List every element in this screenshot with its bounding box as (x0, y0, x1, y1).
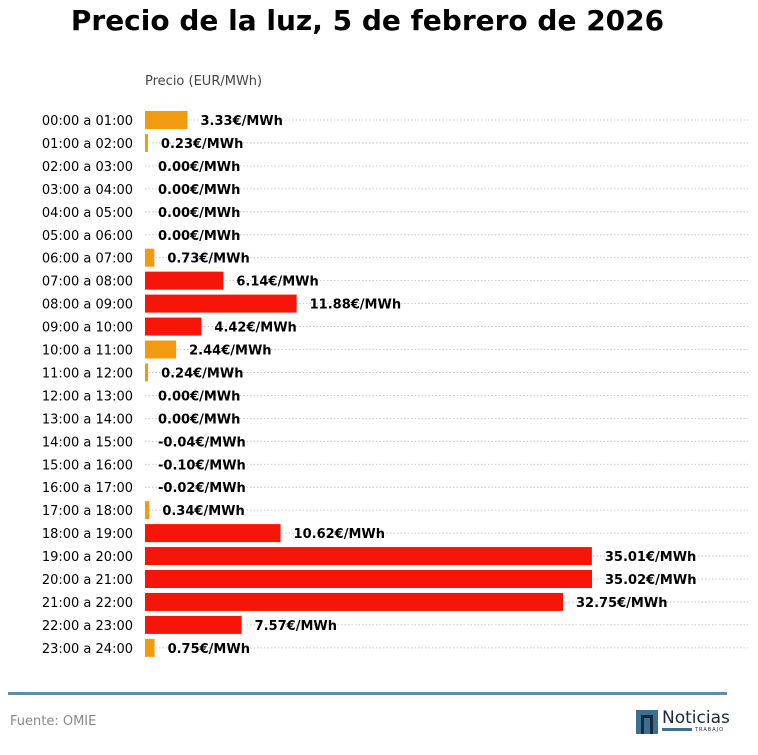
category-label: 07:00 a 08:00 (42, 275, 133, 290)
category-label: 10:00 a 11:00 (42, 344, 133, 359)
bar (145, 570, 592, 588)
category-label: 08:00 a 09:00 (42, 298, 133, 313)
category-label: 02:00 a 03:00 (42, 160, 133, 175)
bar (145, 317, 202, 336)
bar (145, 271, 224, 290)
value-label: -0.02€/MWh (158, 481, 246, 496)
value-label: 0.75€/MWh (168, 642, 250, 657)
category-label: 05:00 a 06:00 (42, 229, 133, 244)
value-label: 3.33€/MWh (201, 114, 283, 129)
category-label: 17:00 a 18:00 (42, 504, 133, 519)
category-label: 18:00 a 19:00 (42, 527, 133, 542)
logo-underline (662, 728, 692, 731)
category-label: 23:00 a 24:00 (42, 642, 133, 657)
value-label: 7.57€/MWh (255, 619, 337, 634)
value-label: 0.73€/MWh (167, 252, 249, 267)
axis-unit-label: Precio (EUR/MWh) (145, 74, 263, 89)
category-label: 04:00 a 05:00 (42, 206, 133, 221)
bar-chart: 00:00 a 01:00 3.33€/MWh 01:00 a 02:00 0.23€… (42, 111, 748, 657)
value-label: 0.00€/MWh (158, 389, 240, 404)
value-label: 0.23€/MWh (161, 137, 243, 152)
logo-subtext: TRABAJO (695, 727, 725, 733)
bar (145, 248, 155, 267)
category-label: 21:00 a 22:00 (42, 596, 133, 611)
category-label: 09:00 a 10:00 (42, 321, 133, 336)
value-label: 32.75€/MWh (576, 596, 667, 611)
bar (145, 340, 177, 359)
bar (145, 133, 148, 152)
source-note: Fuente: OMIE (10, 714, 97, 729)
category-label: 00:00 a 01:00 (42, 114, 133, 129)
value-label: 2.44€/MWh (189, 344, 271, 359)
category-label: 13:00 a 14:00 (42, 412, 133, 427)
chart-title: Precio de la luz, 5 de febrero de 2026 (70, 4, 665, 37)
bar (145, 111, 188, 129)
category-label: 16:00 a 17:00 (42, 481, 133, 496)
footer-divider (8, 692, 727, 695)
value-label: 0.00€/MWh (158, 183, 240, 198)
bar (145, 294, 297, 313)
value-label: 10.62€/MWh (294, 527, 385, 542)
value-label: -0.10€/MWh (158, 458, 246, 473)
value-label: 0.34€/MWh (162, 504, 244, 519)
value-label: 0.00€/MWh (158, 229, 240, 244)
category-label: 01:00 a 02:00 (42, 137, 133, 152)
value-label: 11.88€/MWh (310, 298, 401, 313)
category-label: 19:00 a 20:00 (42, 550, 133, 565)
category-label: 14:00 a 15:00 (42, 435, 133, 450)
bar (145, 501, 150, 520)
bar (145, 547, 592, 566)
value-label: -0.04€/MWh (158, 435, 246, 450)
category-label: 20:00 a 21:00 (42, 573, 133, 588)
value-label: 0.24€/MWh (161, 366, 243, 381)
category-label: 15:00 a 16:00 (42, 458, 133, 473)
brand-logo: Noticias TRABAJO (636, 708, 731, 736)
category-label: 12:00 a 13:00 (42, 389, 133, 404)
bar (145, 592, 564, 611)
category-label: 03:00 a 04:00 (42, 183, 133, 198)
value-label: 4.42€/MWh (214, 321, 296, 336)
bar (145, 363, 149, 382)
value-label: 0.00€/MWh (158, 412, 240, 427)
bar (145, 638, 155, 657)
logo-text: Noticias (662, 708, 730, 728)
category-label: 06:00 a 07:00 (42, 252, 133, 267)
value-label: 0.00€/MWh (158, 160, 240, 175)
category-label: 22:00 a 23:00 (42, 619, 133, 634)
value-label: 6.14€/MWh (236, 275, 318, 290)
logo-icon (636, 710, 658, 734)
value-label: 0.00€/MWh (158, 206, 240, 221)
bar (145, 524, 281, 543)
value-label: 35.01€/MWh (605, 550, 696, 565)
value-label: 35.02€/MWh (605, 573, 696, 588)
category-label: 11:00 a 12:00 (42, 366, 133, 381)
bar (145, 615, 242, 634)
